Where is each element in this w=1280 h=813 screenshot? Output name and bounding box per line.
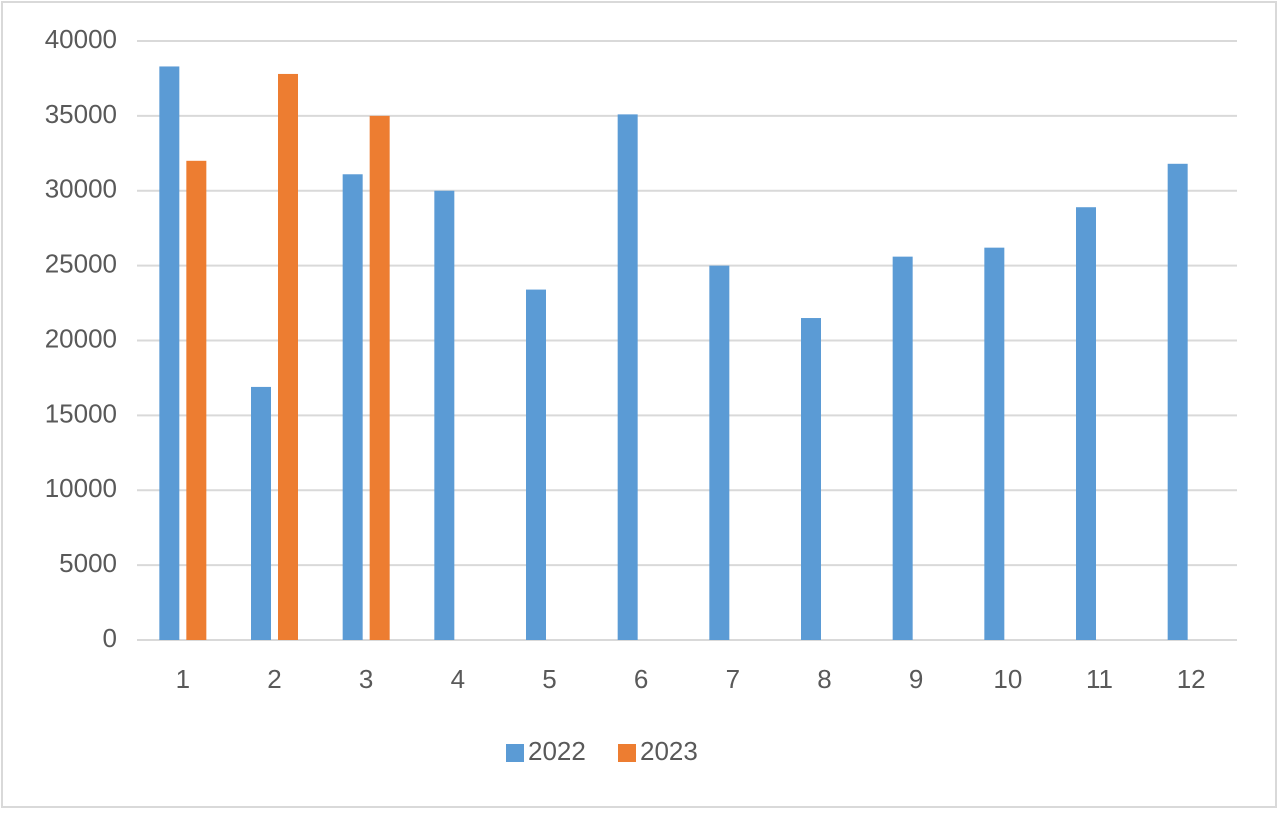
legend-label: 2023	[640, 736, 698, 766]
x-tick-label: 5	[542, 664, 556, 694]
bar	[617, 114, 638, 640]
y-tick-label: 0	[103, 623, 117, 653]
y-tick-label: 30000	[45, 174, 117, 204]
bar	[1167, 163, 1188, 641]
bar	[984, 247, 1005, 640]
bar	[369, 115, 390, 640]
bar	[159, 66, 180, 640]
legend-swatch	[506, 744, 524, 762]
x-tick-label: 7	[726, 664, 740, 694]
y-tick-label: 5000	[59, 548, 117, 578]
bar	[434, 190, 455, 640]
x-tick-label: 9	[909, 664, 923, 694]
bar	[801, 318, 821, 640]
y-tick-label: 40000	[45, 24, 117, 54]
bar	[186, 160, 207, 641]
x-tick-label: 2	[267, 664, 281, 694]
x-tick-label: 11	[1086, 664, 1113, 694]
bar	[892, 256, 913, 640]
x-tick-label: 8	[817, 664, 831, 694]
bar	[1076, 207, 1096, 640]
x-tick-label: 12	[1177, 664, 1206, 694]
bar	[526, 289, 546, 640]
y-tick-label: 35000	[45, 99, 117, 129]
y-tick-label: 20000	[45, 323, 117, 353]
y-tick-label: 25000	[45, 249, 117, 279]
bar	[251, 386, 271, 640]
y-tick-label: 15000	[45, 398, 117, 428]
legend-label: 2022	[528, 736, 586, 766]
x-tick-label: 4	[451, 664, 465, 694]
x-tick-label: 3	[359, 664, 373, 694]
legend-swatch	[618, 744, 636, 762]
bar	[278, 73, 298, 640]
bar	[342, 174, 363, 640]
bar	[709, 265, 730, 640]
x-tick-label: 6	[634, 664, 648, 694]
x-tick-label: 10	[993, 664, 1022, 694]
x-tick-label: 1	[176, 664, 190, 694]
y-tick-label: 10000	[45, 473, 117, 503]
